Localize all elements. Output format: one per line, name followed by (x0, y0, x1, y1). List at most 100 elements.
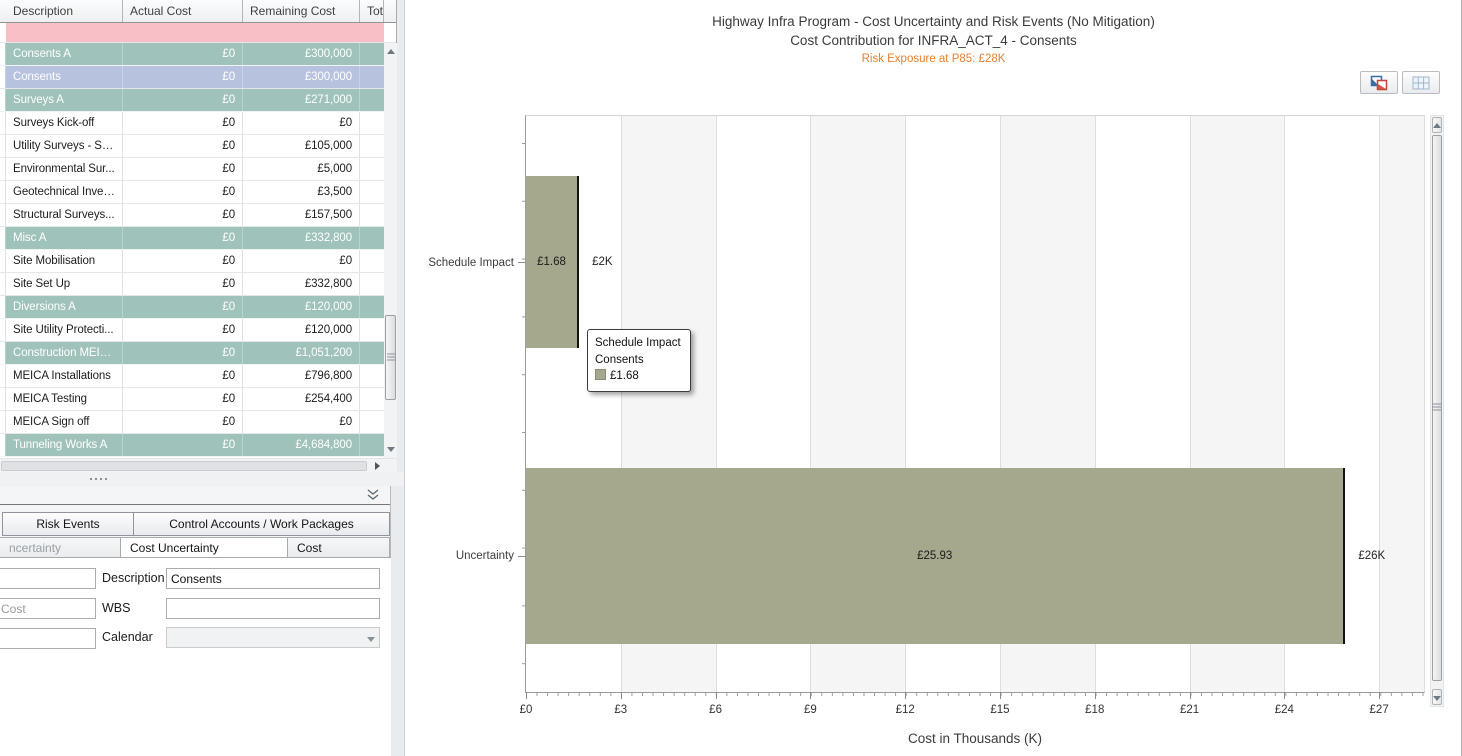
table-row[interactable]: Surveys Kick-off £0 £0 (0, 112, 384, 135)
tab-cost-uncertainty[interactable]: Cost Uncertainty (121, 537, 288, 558)
thumb-grip-icon (386, 353, 395, 362)
cell-remaining-cost: £332,800 (243, 273, 360, 295)
gridline (1284, 116, 1286, 692)
cell-total (360, 273, 384, 295)
table-row[interactable]: Consents A £0 £300,000 (0, 43, 384, 66)
bar-schedule-impact[interactable]: £1.68 (526, 176, 580, 348)
cell-total (360, 112, 384, 134)
column-header-total[interactable]: Tot (360, 0, 384, 22)
table-filter-row[interactable] (0, 23, 396, 43)
row-gutter (0, 135, 6, 157)
table-row[interactable]: Site Set Up £0 £332,800 (0, 273, 384, 296)
header-filler (384, 0, 396, 22)
cell-total (360, 227, 384, 249)
horizontal-splitter[interactable] (0, 472, 404, 486)
column-header-description[interactable]: Description (6, 0, 123, 22)
table-row[interactable]: Utility Surveys - Sc... £0 £105,000 (0, 135, 384, 158)
table-row[interactable]: Misc A £0 £332,800 (0, 227, 384, 250)
cell-actual-cost: £0 (123, 388, 243, 410)
left-field-3[interactable] (0, 628, 96, 649)
cell-description: Diversions A (6, 296, 123, 318)
table-row[interactable]: Diversions A £0 £120,000 (0, 296, 384, 319)
wbs-input[interactable] (166, 598, 380, 619)
left-field-cost[interactable] (0, 598, 96, 619)
table-view-icon (1412, 76, 1430, 89)
cell-actual-cost: £0 (123, 66, 243, 88)
left-field-1[interactable] (0, 568, 96, 589)
table-row[interactable]: Geotechnical Inves... £0 £3,500 (0, 181, 384, 204)
bar-row-schedule-impact: £1.68 £2K (526, 176, 1424, 348)
cell-total (360, 89, 384, 111)
column-header-actual-cost[interactable]: Actual Cost (123, 0, 243, 22)
cell-remaining-cost: £271,000 (243, 89, 360, 111)
tooltip-value-row: £1.68 (595, 368, 681, 385)
cell-total (360, 319, 384, 341)
table-vertical-scrollbar[interactable] (384, 43, 397, 458)
row-gutter (0, 319, 6, 341)
gridline (1189, 116, 1191, 692)
scroll-up-icon[interactable] (386, 49, 395, 54)
scroll-right-button[interactable] (371, 461, 383, 471)
cell-actual-cost: £0 (123, 43, 243, 65)
table-row[interactable]: MEICA Installations £0 £796,800 (0, 365, 384, 388)
bar-uncertainty[interactable]: £25.93 (526, 468, 1346, 644)
bar-end-label: £26K (1358, 550, 1386, 562)
y-axis-minor-ticks (522, 116, 526, 692)
cell-actual-cost: £0 (123, 411, 243, 433)
cell-remaining-cost: £0 (243, 411, 360, 433)
row-gutter (0, 43, 6, 65)
gridline (620, 116, 622, 692)
cell-total (360, 388, 384, 410)
cell-actual-cost: £0 (123, 434, 243, 456)
table-row[interactable]: Site Mobilisation £0 £0 (0, 250, 384, 273)
collapse-pane-button[interactable] (366, 488, 382, 502)
splitter-grip-icon (90, 478, 107, 480)
scroll-up-button[interactable] (1432, 117, 1442, 133)
table-header: Description Actual Cost Remaining Cost T… (0, 0, 396, 23)
chart-vertical-scrollbar[interactable] (1430, 115, 1444, 707)
tab-cost[interactable]: Cost (288, 537, 390, 558)
cell-remaining-cost: £5,000 (243, 158, 360, 180)
cell-remaining-cost: £157,500 (243, 204, 360, 226)
table-row[interactable]: Environmental Sur... £0 £5,000 (0, 158, 384, 181)
cell-actual-cost: £0 (123, 250, 243, 272)
tab-schedule-uncertainty[interactable]: ncertainty (0, 537, 121, 558)
table-row[interactable]: Surveys A £0 £271,000 (0, 89, 384, 112)
scrollbar-thumb[interactable] (1432, 135, 1442, 681)
row-gutter (0, 66, 6, 88)
tab-risk-events[interactable]: Risk Events (2, 512, 134, 536)
tab-control-accounts[interactable]: Control Accounts / Work Packages (134, 512, 390, 536)
scroll-down-icon[interactable] (386, 447, 395, 452)
filter-cell[interactable] (6, 23, 384, 42)
cell-remaining-cost: £300,000 (243, 66, 360, 88)
table-row[interactable]: Structural Surveys... £0 £157,500 (0, 204, 384, 227)
calendar-dropdown[interactable] (166, 627, 380, 648)
hscroll-thumb[interactable] (1, 461, 367, 471)
scroll-right-icon (375, 462, 380, 470)
cell-description: Misc A (6, 227, 123, 249)
tooltip-category: Consents (595, 353, 644, 366)
copy-chart-button[interactable] (1360, 71, 1398, 94)
table-row[interactable]: Site Utility Protecti... £0 £120,000 (0, 319, 384, 342)
table-row[interactable]: MEICA Testing £0 £254,400 (0, 388, 384, 411)
x-axis-tick (905, 692, 907, 699)
scroll-down-button[interactable] (1432, 689, 1442, 705)
description-label: Description (102, 571, 165, 585)
gridline (1379, 116, 1381, 692)
table-row[interactable]: Construction MEIC... £0 £1,051,200 (0, 342, 384, 365)
scrollbar-thumb[interactable] (385, 315, 396, 400)
table-row[interactable]: Tunneling Works A £0 £4,684,800 (0, 434, 384, 457)
table-row[interactable]: MEICA Sign off £0 £0 (0, 411, 384, 434)
table-horizontal-scrollbar[interactable] (0, 458, 397, 472)
table-row[interactable]: Consents £0 £300,000 (0, 66, 384, 89)
cell-remaining-cost: £3,500 (243, 181, 360, 203)
cell-actual-cost: £0 (123, 342, 243, 364)
cell-description: Utility Surveys - Sc... (6, 135, 123, 157)
plot-band (1379, 116, 1424, 692)
cell-actual-cost: £0 (123, 204, 243, 226)
plot-area[interactable]: Schedule Impact Uncertainty £1.68 £2K £2… (428, 115, 1425, 716)
column-header-remaining-cost[interactable]: Remaining Cost (243, 0, 360, 22)
row-gutter (0, 158, 6, 180)
table-view-button[interactable] (1402, 71, 1440, 94)
description-input[interactable] (166, 568, 380, 589)
